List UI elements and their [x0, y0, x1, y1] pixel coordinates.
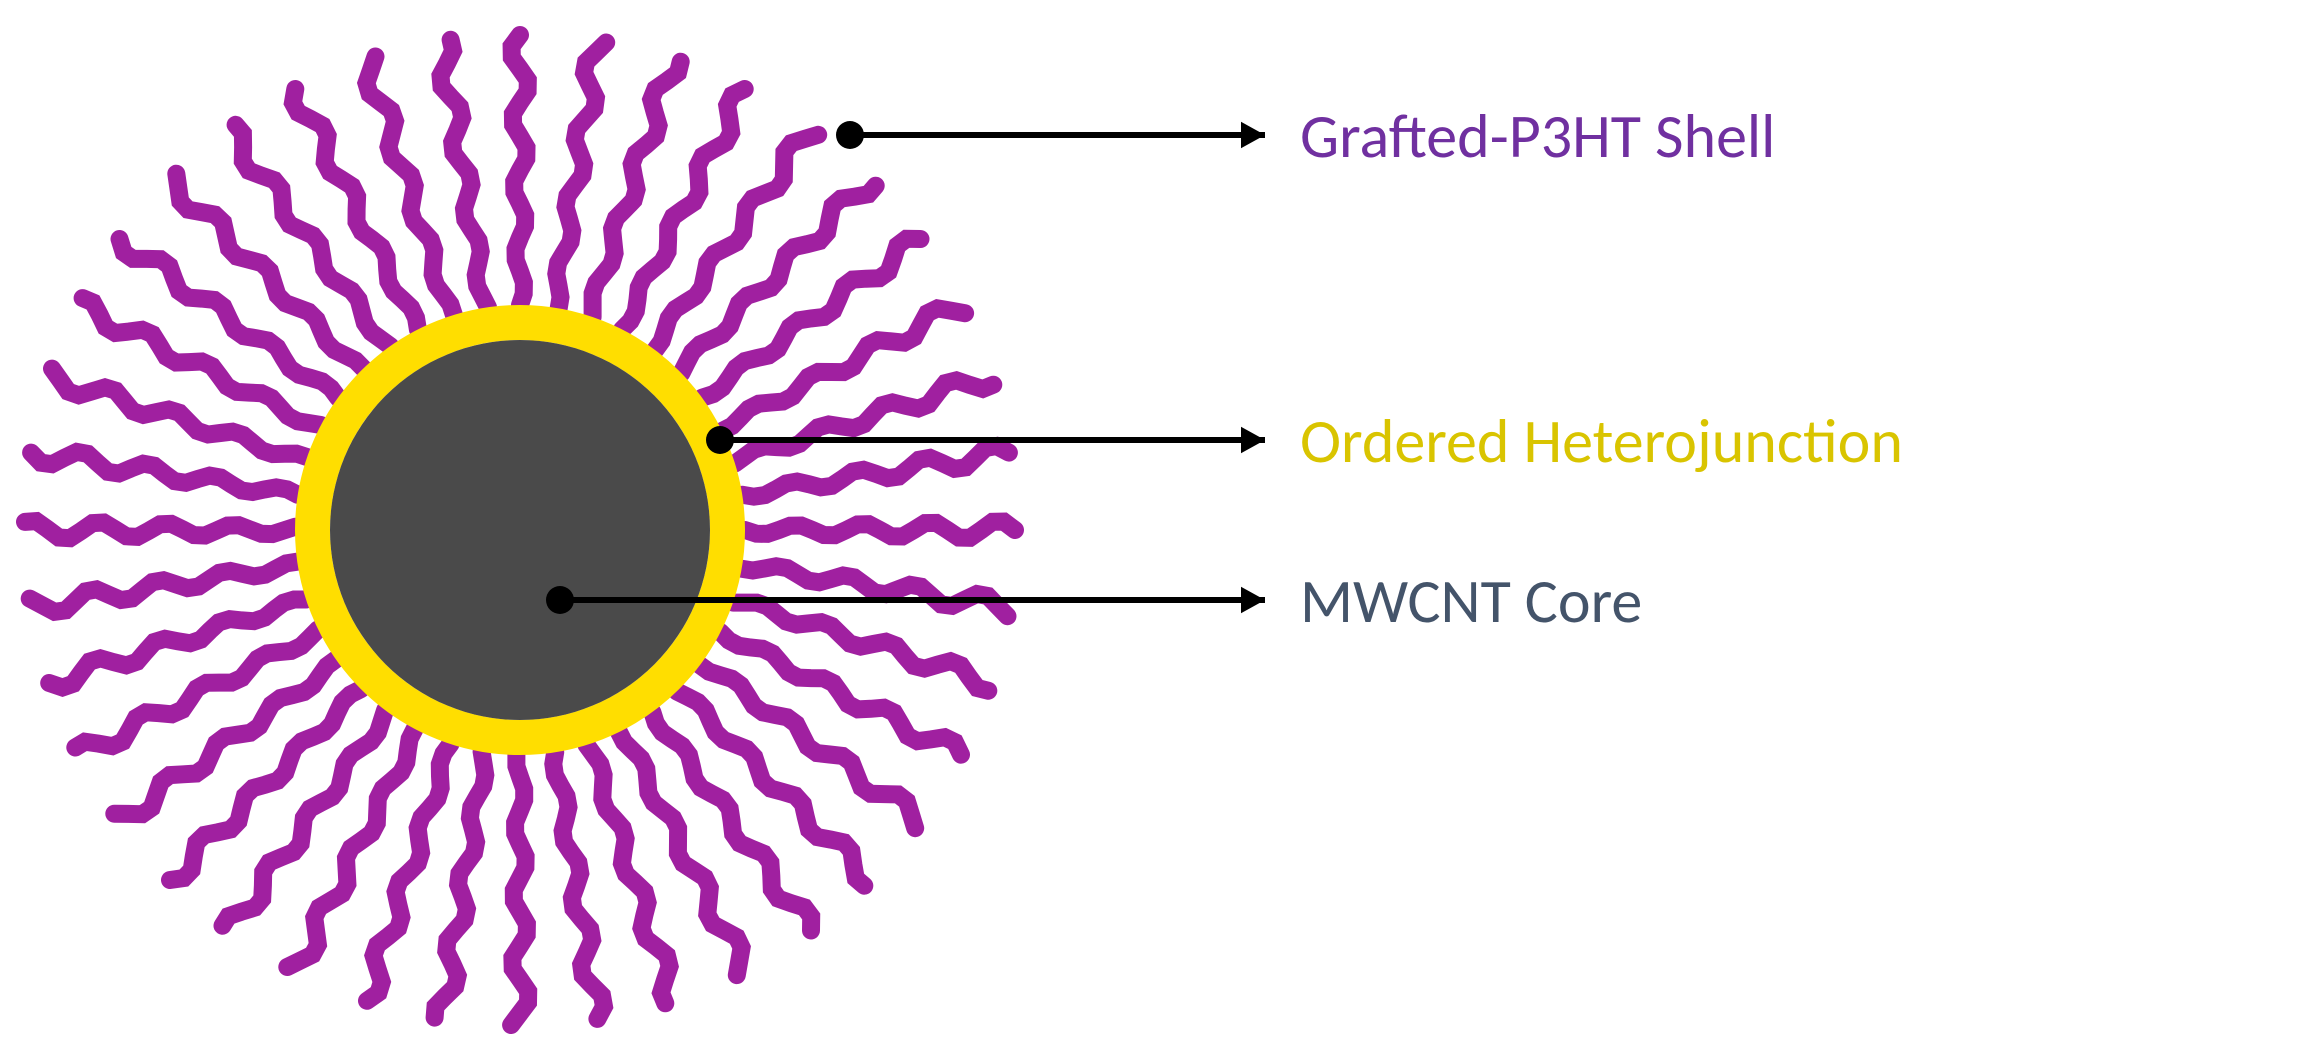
- arrow-head: [1241, 427, 1265, 453]
- core-circle: [330, 340, 710, 720]
- shell-strand: [735, 380, 993, 463]
- shell-strand: [512, 35, 528, 305]
- shell-strand: [511, 755, 528, 1025]
- arrow-head: [1241, 122, 1265, 148]
- label-heterojunction: Ordered Heterojunction: [1300, 403, 1903, 479]
- shell-strand: [745, 522, 1015, 538]
- label-shell: Grafted-P3HT Shell: [1300, 98, 1775, 174]
- shell-strand: [587, 745, 670, 1003]
- arrow-shell: [836, 121, 1265, 149]
- shell-strand: [49, 600, 306, 688]
- shell-strand: [441, 40, 489, 308]
- shell-strand: [25, 521, 295, 538]
- core-shell-diagram: Grafted-P3HT Shell Ordered Heterojunctio…: [0, 0, 2303, 1037]
- diagram-svg: [0, 0, 2303, 1037]
- shell-strand: [30, 562, 298, 612]
- label-core: MWCNT Core: [1300, 563, 1642, 639]
- arrow-head: [1241, 587, 1265, 613]
- shell-strand: [52, 369, 307, 458]
